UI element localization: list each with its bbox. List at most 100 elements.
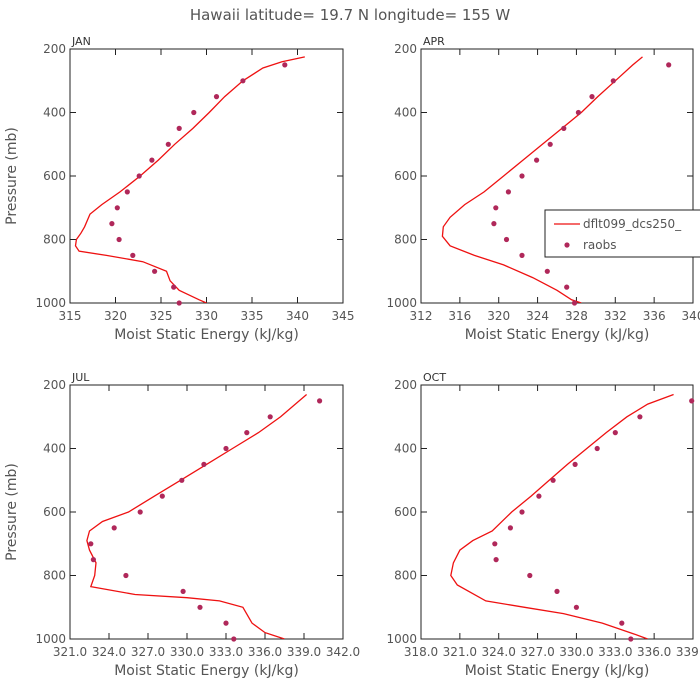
raob-point [152, 268, 158, 274]
x-tick-label: 324.0 [482, 645, 516, 659]
x-tick-label: 340 [682, 309, 700, 323]
y-tick-label: 200 [43, 42, 66, 56]
y-tick-label: 600 [43, 505, 66, 519]
x-axis-label: Moist Static Energy (kJ/kg) [465, 663, 650, 679]
y-tick-label: 600 [394, 505, 417, 519]
plot-frame [420, 48, 694, 304]
model-profile-line [74, 56, 305, 303]
y-tick-label: 400 [43, 442, 66, 456]
x-tick-label: 330.0 [170, 645, 204, 659]
raob-point [317, 398, 323, 404]
y-tick-label: 600 [43, 169, 66, 183]
raob-point [534, 157, 540, 163]
raob-point [244, 430, 250, 436]
legend-dot-swatch [564, 242, 570, 248]
panel-label: APR [423, 35, 445, 48]
raob-point [575, 109, 582, 116]
legend-label-model: dflt099_dcs250_ [583, 217, 682, 231]
y-tick-label: 400 [43, 106, 66, 120]
x-tick-label: 336.0 [637, 645, 671, 659]
x-tick-label: 327.0 [131, 645, 165, 659]
raob-point [90, 557, 96, 563]
raob-point [594, 445, 600, 452]
raob-point [527, 572, 533, 579]
raob-point [572, 461, 578, 467]
raob-point [573, 604, 580, 610]
x-tick-label: 333.0 [598, 645, 632, 659]
x-tick-label: 321.0 [443, 645, 477, 659]
panel-label: JUL [71, 371, 90, 384]
x-tick-label: 335 [241, 309, 264, 323]
x-tick-label: 330.0 [559, 645, 593, 659]
x-tick-label: 327.0 [520, 645, 554, 659]
x-tick-label: 330 [195, 309, 218, 323]
raob-point [159, 493, 165, 499]
raob-point [149, 157, 155, 163]
y-tick-label: 600 [394, 169, 417, 183]
y-axis-label: Pressure (mb) [4, 463, 20, 561]
panel-jan: JAN 315 320 325 330 335 340 345 200 400 600 800 1000… [4, 35, 354, 343]
y-tick-label: 800 [43, 233, 66, 247]
raob-point [282, 62, 288, 68]
x-tick-label: 320 [487, 309, 510, 323]
raob-point [267, 414, 273, 420]
legend: dflt099_dcs250_ raobs [544, 209, 700, 258]
panel-oct: OCT 318.0 321.0 324.0 327.0 330.0 333.0 336.0 33… [386, 371, 700, 679]
y-tick-label: 200 [394, 42, 417, 56]
raob-point [213, 94, 220, 100]
model-profile-line [441, 56, 643, 303]
plot-frame [69, 48, 344, 304]
x-tick-label: 316 [448, 309, 471, 323]
x-tick-label: 324.0 [92, 645, 126, 659]
raob-point [197, 604, 203, 610]
panel-apr: APR 312 316 320 324 328 332 336 340 200 400 600 800 1… [386, 35, 700, 343]
raob-point [610, 78, 616, 84]
panels: JAN 315 320 325 330 335 340 345 200 400 600 800 1000… [4, 35, 700, 679]
raob-point [628, 636, 634, 642]
raob-point [165, 141, 171, 147]
raob-point [503, 236, 510, 243]
raob-point [689, 398, 695, 404]
y-tick-label: 200 [394, 378, 417, 392]
model-profile-line [450, 393, 674, 639]
raob-point [176, 300, 182, 306]
raob-point [666, 62, 672, 68]
x-tick-label: 324 [526, 309, 549, 323]
x-axis-label: Moist Static Energy (kJ/kg) [114, 663, 299, 679]
raob-point [492, 541, 498, 547]
x-tick-label: 321.0 [53, 645, 87, 659]
y-tick-label: 1000 [386, 632, 417, 646]
raob-point [179, 477, 185, 483]
raob-point [505, 189, 511, 195]
raob-point [231, 636, 237, 642]
raob-point [493, 557, 499, 563]
x-tick-label: 336.0 [248, 645, 282, 659]
x-tick-label: 318.0 [404, 645, 438, 659]
raob-point [619, 620, 625, 626]
raob-point [116, 236, 122, 243]
raob-point [124, 189, 130, 195]
x-tick-label: 333.0 [209, 645, 243, 659]
raob-point [240, 78, 246, 84]
plot-frame [420, 384, 694, 640]
x-axis-label: Moist Static Energy (kJ/kg) [465, 327, 650, 343]
x-tick-label: 312 [410, 309, 433, 323]
raob-point [130, 252, 136, 258]
x-tick-label: 315 [59, 309, 82, 323]
raob-point [554, 588, 560, 595]
raob-point [564, 284, 570, 290]
raob-point [612, 430, 618, 436]
model-profile-line [86, 394, 308, 639]
y-tick-label: 800 [43, 569, 66, 583]
panel-label: JAN [71, 35, 91, 48]
x-tick-label: 342.0 [326, 645, 360, 659]
x-tick-label: 340 [286, 309, 309, 323]
raob-point [201, 461, 207, 467]
raob-point [191, 109, 197, 116]
plot-frame [69, 384, 344, 640]
raob-point [123, 572, 129, 579]
x-tick-label: 332 [604, 309, 627, 323]
raob-point [547, 141, 553, 147]
raob-point [176, 125, 182, 131]
